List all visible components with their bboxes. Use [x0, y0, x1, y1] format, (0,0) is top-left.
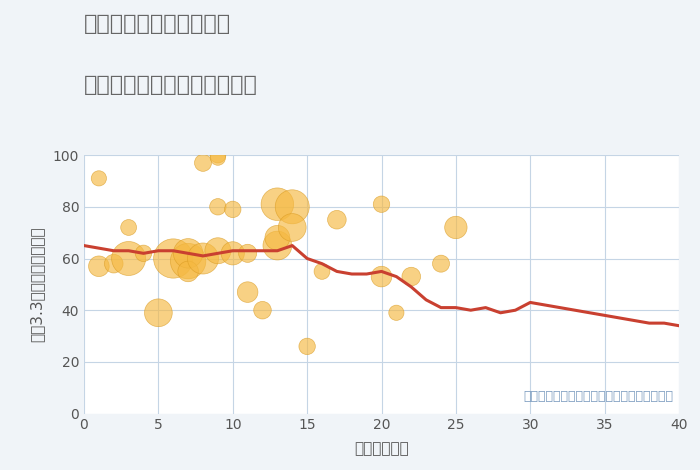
Y-axis label: 平（3.3㎡）単価（万円）: 平（3.3㎡）単価（万円） — [29, 227, 44, 342]
Point — [450, 224, 461, 231]
Point — [212, 203, 223, 211]
Point — [212, 247, 223, 254]
X-axis label: 築年数（年）: 築年数（年） — [354, 441, 409, 456]
Point — [376, 273, 387, 280]
Text: 三重県松阪市嬉野森本町: 三重県松阪市嬉野森本町 — [84, 14, 231, 34]
Point — [391, 309, 402, 317]
Point — [302, 343, 313, 350]
Text: 円の大きさは、取引のあった物件面積を示す: 円の大きさは、取引のあった物件面積を示す — [523, 390, 673, 403]
Point — [168, 255, 179, 262]
Point — [93, 262, 104, 270]
Point — [123, 224, 134, 231]
Point — [242, 250, 253, 257]
Point — [183, 250, 194, 257]
Point — [212, 151, 223, 159]
Point — [227, 206, 238, 213]
Point — [316, 267, 328, 275]
Point — [272, 234, 283, 242]
Point — [108, 260, 119, 267]
Point — [331, 216, 342, 223]
Point — [197, 159, 209, 166]
Point — [123, 255, 134, 262]
Point — [287, 224, 298, 231]
Point — [242, 288, 253, 296]
Point — [406, 273, 417, 280]
Point — [227, 250, 238, 257]
Point — [376, 200, 387, 208]
Point — [272, 242, 283, 249]
Point — [287, 203, 298, 211]
Point — [257, 306, 268, 314]
Point — [183, 267, 194, 275]
Text: 築年数別中古マンション価格: 築年数別中古マンション価格 — [84, 75, 258, 95]
Point — [93, 174, 104, 182]
Point — [138, 250, 149, 257]
Point — [272, 200, 283, 208]
Point — [212, 154, 223, 161]
Point — [435, 260, 447, 267]
Point — [183, 257, 194, 265]
Point — [197, 255, 209, 262]
Point — [153, 309, 164, 317]
